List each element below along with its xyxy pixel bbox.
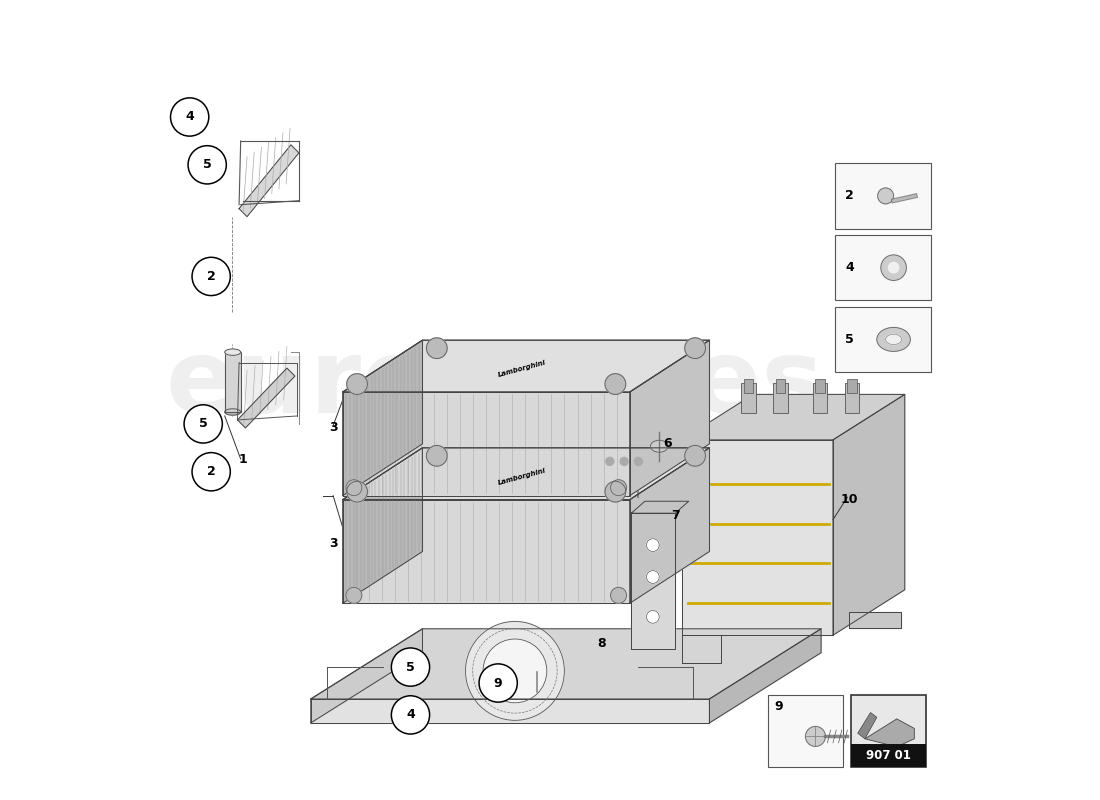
Circle shape (427, 446, 448, 466)
Bar (835, 306, 931, 372)
Ellipse shape (886, 334, 902, 345)
Circle shape (620, 458, 628, 466)
Circle shape (684, 338, 705, 358)
Ellipse shape (878, 188, 893, 204)
Bar (847, 379, 857, 394)
Bar (850, 744, 926, 766)
Ellipse shape (805, 726, 825, 746)
Polygon shape (865, 719, 914, 746)
Ellipse shape (889, 262, 899, 273)
Text: 9: 9 (494, 677, 503, 690)
Circle shape (345, 587, 362, 603)
Circle shape (647, 538, 659, 551)
Bar (741, 383, 756, 413)
Polygon shape (682, 394, 905, 440)
Circle shape (188, 146, 227, 184)
Bar (815, 379, 825, 394)
Circle shape (647, 610, 659, 623)
Bar (776, 379, 785, 394)
Circle shape (635, 458, 642, 466)
Polygon shape (629, 448, 710, 603)
Text: 4: 4 (846, 261, 854, 274)
Text: 5: 5 (202, 158, 211, 171)
Circle shape (605, 482, 626, 502)
Polygon shape (833, 394, 905, 635)
Circle shape (465, 622, 564, 720)
Polygon shape (311, 699, 710, 723)
Circle shape (647, 570, 659, 583)
Text: eurospares: eurospares (165, 334, 823, 434)
Ellipse shape (650, 440, 668, 452)
Text: 4: 4 (406, 709, 415, 722)
Bar (850, 695, 926, 766)
Bar (224, 352, 241, 412)
Text: 6: 6 (663, 438, 672, 450)
Polygon shape (631, 514, 675, 649)
Text: Lamborghini: Lamborghini (497, 467, 547, 486)
Polygon shape (631, 502, 689, 514)
Bar (744, 379, 754, 394)
Polygon shape (343, 448, 422, 603)
Polygon shape (343, 500, 629, 603)
Circle shape (427, 338, 448, 358)
Circle shape (610, 587, 627, 603)
Circle shape (684, 446, 705, 466)
Polygon shape (311, 629, 821, 699)
Polygon shape (710, 629, 821, 723)
Text: 8: 8 (597, 637, 606, 650)
Polygon shape (343, 340, 710, 392)
Circle shape (605, 374, 626, 394)
Text: 10: 10 (840, 493, 858, 506)
Polygon shape (858, 713, 877, 739)
Circle shape (170, 98, 209, 136)
Text: 2: 2 (207, 270, 216, 283)
Bar (835, 163, 931, 229)
Text: Lamborghini: Lamborghini (497, 359, 547, 378)
Text: 5: 5 (846, 333, 854, 346)
Text: 1: 1 (239, 454, 248, 466)
Text: 2: 2 (846, 190, 854, 202)
Ellipse shape (877, 327, 911, 351)
Circle shape (184, 405, 222, 443)
Ellipse shape (881, 255, 906, 281)
Circle shape (192, 453, 230, 491)
Circle shape (478, 664, 517, 702)
Ellipse shape (224, 409, 241, 415)
Circle shape (346, 482, 367, 502)
Bar (813, 383, 827, 413)
Circle shape (606, 458, 614, 466)
Circle shape (483, 639, 547, 702)
Polygon shape (629, 340, 710, 496)
Ellipse shape (224, 349, 241, 355)
Bar (768, 695, 844, 766)
Bar (773, 383, 788, 413)
Polygon shape (343, 392, 629, 496)
Polygon shape (682, 635, 722, 663)
Circle shape (345, 480, 362, 496)
Polygon shape (849, 613, 901, 629)
Circle shape (392, 696, 430, 734)
Circle shape (392, 648, 430, 686)
Text: 5: 5 (406, 661, 415, 674)
Text: 5: 5 (199, 418, 208, 430)
Text: 9: 9 (774, 701, 783, 714)
Text: 4: 4 (185, 110, 194, 123)
Circle shape (610, 480, 627, 496)
Circle shape (346, 374, 367, 394)
Text: 7: 7 (672, 509, 680, 522)
Circle shape (192, 258, 230, 295)
Polygon shape (343, 448, 710, 500)
Text: a passion for parts: a passion for parts (375, 450, 646, 542)
Text: 907 01: 907 01 (866, 749, 911, 762)
Text: 2: 2 (207, 466, 216, 478)
Polygon shape (311, 629, 422, 723)
Bar (845, 383, 859, 413)
Polygon shape (682, 440, 833, 635)
Text: 3: 3 (329, 537, 338, 550)
Polygon shape (238, 368, 295, 428)
Polygon shape (239, 145, 299, 217)
Text: 3: 3 (329, 422, 338, 434)
Bar (835, 235, 931, 300)
Polygon shape (343, 340, 422, 496)
